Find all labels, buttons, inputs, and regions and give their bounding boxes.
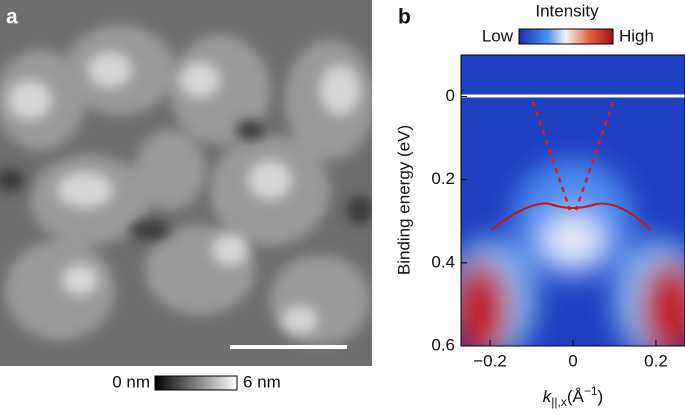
colorbar-label: High bbox=[619, 26, 654, 45]
y-tick-label: 0.2 bbox=[431, 169, 455, 188]
afm-image bbox=[0, 0, 372, 366]
x-tick-label: 0 bbox=[568, 351, 577, 370]
x-axis-label: k||,x(Å−1) bbox=[543, 384, 603, 409]
x-label-part: ||,x bbox=[551, 395, 567, 409]
colorbar bbox=[154, 375, 238, 391]
x-label-part: k bbox=[543, 387, 553, 406]
colorbar bbox=[518, 28, 614, 45]
x-tick-label: 0.2 bbox=[644, 351, 668, 370]
panel-label: b bbox=[398, 6, 411, 29]
colorbar-label: 0 nm bbox=[112, 372, 150, 391]
y-tick-label: 0.6 bbox=[431, 335, 455, 354]
x-label-part: ) bbox=[598, 387, 604, 406]
panel-label: a bbox=[6, 6, 18, 29]
colorbar-label: Low bbox=[482, 26, 514, 45]
arpes-map bbox=[461, 55, 685, 346]
x-label-part: (Å bbox=[567, 387, 585, 406]
colorbar-label: 6 nm bbox=[243, 372, 281, 391]
y-axis-label: Binding energy (eV) bbox=[394, 125, 413, 275]
x-label-part: −1 bbox=[584, 384, 598, 398]
y-tick-label: 0 bbox=[446, 86, 455, 105]
y-tick-label: 0.4 bbox=[431, 252, 455, 271]
colorbar-title: Intensity bbox=[535, 1, 599, 20]
x-tick-label: −0.2 bbox=[473, 351, 507, 370]
